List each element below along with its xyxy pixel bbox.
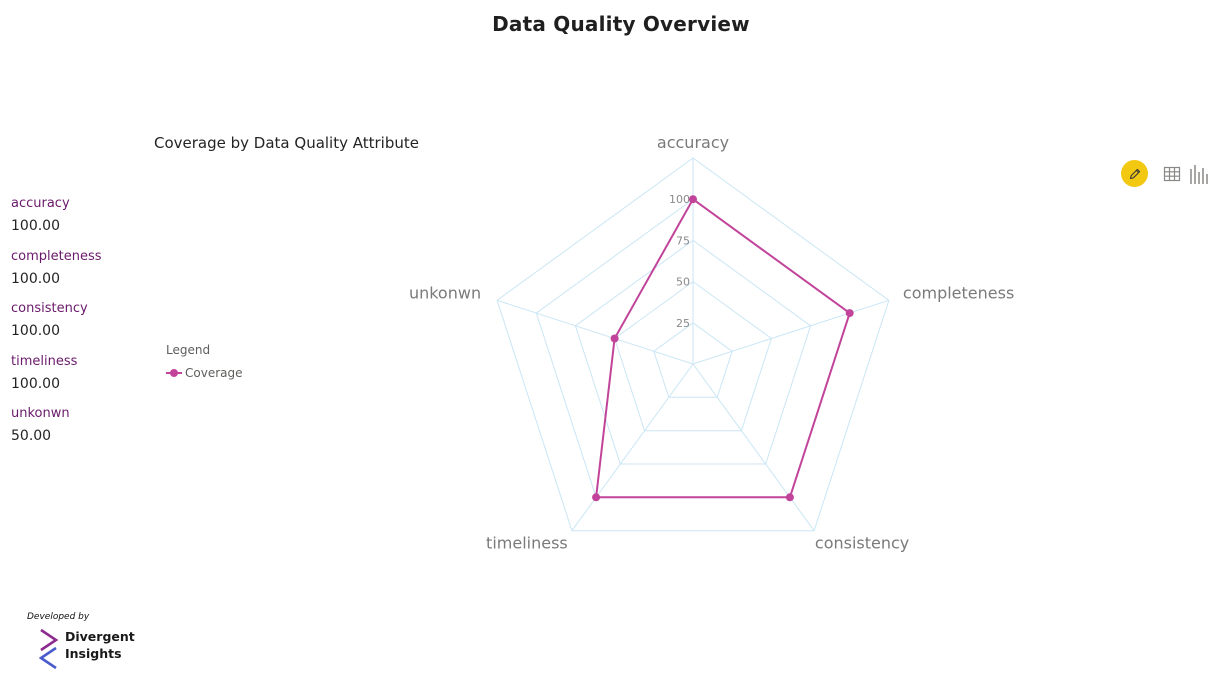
card-value: 100.00 [11,270,60,287]
grid-ring [574,239,812,465]
card-value: 100.00 [11,218,60,234]
tick-label: 25 [676,317,690,330]
axis-label-completeness: completeness [903,283,1014,302]
card-value: 100.00 [11,375,60,392]
card-label: unkonwn [11,406,70,421]
card-accuracy: accuracy 100.00 [11,196,141,249]
attribute-cards: accuracy 100.00 completeness 100.00 cons… [11,196,141,459]
grid-ring [496,157,890,532]
data-point-accuracy[interactable] [689,195,697,204]
series-line-coverage [595,198,851,499]
tick-label: 100 [669,193,690,206]
axis-label-unkonwn: unkonwn [409,283,481,302]
grid-ring [614,280,772,432]
card-consistency: consistency 100.00 [11,301,141,354]
card-value: 100.00 [11,323,60,339]
legend-title: Legend [166,343,211,357]
grid-ring [653,322,733,398]
grid-spoke [692,363,815,531]
tick-label: 75 [676,234,690,247]
page-title: Data Quality Overview [492,12,750,36]
data-point-consistency[interactable] [785,493,794,502]
data-point-timeliness[interactable] [592,493,601,502]
footer: Developed by Divergent Insights [27,612,145,670]
chart-title: Coverage by Data Quality Attribute [154,134,419,152]
brand-logo: Divergent Insights [39,628,145,670]
tick-label: 50 [676,276,690,289]
card-label: completeness [11,248,102,264]
axis-label-accuracy: accuracy [657,133,729,152]
card-label: consistency [11,301,88,316]
card-completeness: completeness 100.00 [11,249,141,302]
card-unkonwn: unkonwn 50.00 [11,406,141,459]
card-timeliness: timeliness 100.00 [11,354,141,407]
data-point-completeness[interactable] [845,309,854,318]
grid-spoke [692,299,890,365]
card-label: timeliness [11,353,78,369]
visual-toolbar [1121,160,1211,187]
developed-by-text: Developed by [27,612,90,622]
table-grid-icon[interactable] [1163,165,1181,183]
card-value: 50.00 [11,428,52,444]
legend-label: Coverage [185,366,243,380]
legend-line-marker-icon [166,368,182,378]
data-point-unkonwn[interactable] [610,334,619,343]
axis-label-timeliness: timeliness [486,534,568,553]
grid-spoke [571,363,694,531]
bar-chart-icon[interactable] [1189,163,1211,185]
pencil-icon[interactable] [1121,160,1148,187]
legend-item-coverage[interactable]: Coverage [166,366,243,380]
card-label: accuracy [11,196,70,211]
axis-label-consistency: consistency [815,534,909,553]
grid-spoke [496,299,694,365]
divergent-insights-logo-icon [39,628,59,670]
chart-legend: Legend Coverage [166,343,243,380]
brand-name: Divergent Insights [65,629,135,661]
